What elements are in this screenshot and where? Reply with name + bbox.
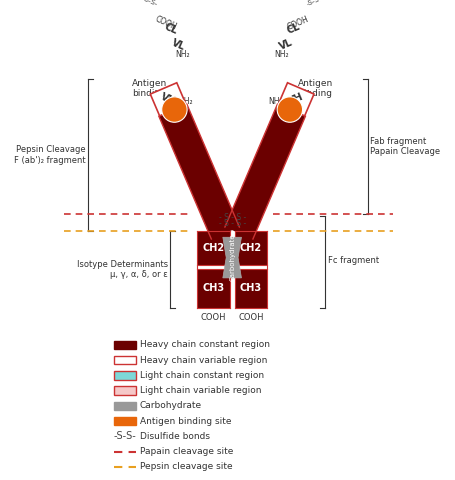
Polygon shape <box>152 7 191 50</box>
Text: Antigen binding site: Antigen binding site <box>140 417 231 426</box>
Text: Carbohydrate: Carbohydrate <box>229 234 235 281</box>
Polygon shape <box>225 104 305 239</box>
Text: COOH: COOH <box>286 15 311 32</box>
Bar <box>114 386 136 395</box>
Text: NH₂: NH₂ <box>176 50 190 59</box>
Text: CH2: CH2 <box>240 243 262 253</box>
Polygon shape <box>274 7 313 50</box>
Text: VL: VL <box>278 38 294 52</box>
Text: Disulfide bonds: Disulfide bonds <box>140 432 210 441</box>
Text: Pepsin cleavage site: Pepsin cleavage site <box>140 462 233 471</box>
Text: NH₂: NH₂ <box>178 97 193 106</box>
Text: Papain cleavage site: Papain cleavage site <box>140 447 233 456</box>
Text: NH₂: NH₂ <box>268 97 283 106</box>
Bar <box>114 341 136 349</box>
Text: COOH: COOH <box>201 313 226 323</box>
Text: CL: CL <box>285 22 301 36</box>
Text: COOH: COOH <box>153 15 178 32</box>
Bar <box>114 371 136 380</box>
Text: Heavy chain constant region: Heavy chain constant region <box>140 340 270 349</box>
Text: -S-S-: -S-S- <box>142 0 159 7</box>
Text: CH1: CH1 <box>143 61 168 79</box>
Polygon shape <box>278 83 314 116</box>
Text: - S - S -: - S - S - <box>218 213 246 222</box>
Text: Light chain constant region: Light chain constant region <box>140 371 264 380</box>
Text: -S-S-: -S-S- <box>306 0 323 7</box>
Polygon shape <box>150 83 186 116</box>
Text: CH3: CH3 <box>240 283 262 293</box>
Text: - S - S -: - S - S - <box>218 219 246 228</box>
Text: CH1: CH1 <box>297 61 321 79</box>
Bar <box>235 231 267 265</box>
Text: Isotype Determinants
μ, γ, α, δ, or ε: Isotype Determinants μ, γ, α, δ, or ε <box>76 260 168 279</box>
Bar <box>114 417 136 425</box>
Text: Fab fragment
Papain Cleavage: Fab fragment Papain Cleavage <box>370 137 440 156</box>
Text: CH3: CH3 <box>202 283 225 293</box>
Text: NH₂: NH₂ <box>274 50 289 59</box>
Text: VH: VH <box>159 92 177 107</box>
Text: Heavy chain variable region: Heavy chain variable region <box>140 356 267 364</box>
Text: VL: VL <box>170 38 187 52</box>
Text: -S-S-: -S-S- <box>113 431 136 441</box>
Text: CL: CL <box>163 22 179 36</box>
Bar <box>114 356 136 364</box>
Text: COOH: COOH <box>238 313 263 323</box>
Text: Fc fragment: Fc fragment <box>328 256 379 265</box>
Text: Pepsin Cleavage
F (ab')₂ fragment: Pepsin Cleavage F (ab')₂ fragment <box>14 145 86 165</box>
Polygon shape <box>267 24 306 67</box>
Text: CH2: CH2 <box>202 243 225 253</box>
Bar <box>114 402 136 410</box>
Text: Antigen
binding: Antigen binding <box>131 79 167 98</box>
Text: Antigen
binding: Antigen binding <box>298 79 333 98</box>
Text: VH: VH <box>287 92 305 107</box>
Text: Carbohydrate: Carbohydrate <box>140 401 202 410</box>
Polygon shape <box>159 24 197 67</box>
Bar <box>197 231 230 265</box>
Polygon shape <box>223 237 242 278</box>
Circle shape <box>162 97 187 122</box>
Polygon shape <box>159 104 239 239</box>
Circle shape <box>277 97 303 122</box>
Bar <box>235 269 267 308</box>
Bar <box>197 269 230 308</box>
Text: Light chain variable region: Light chain variable region <box>140 386 261 395</box>
